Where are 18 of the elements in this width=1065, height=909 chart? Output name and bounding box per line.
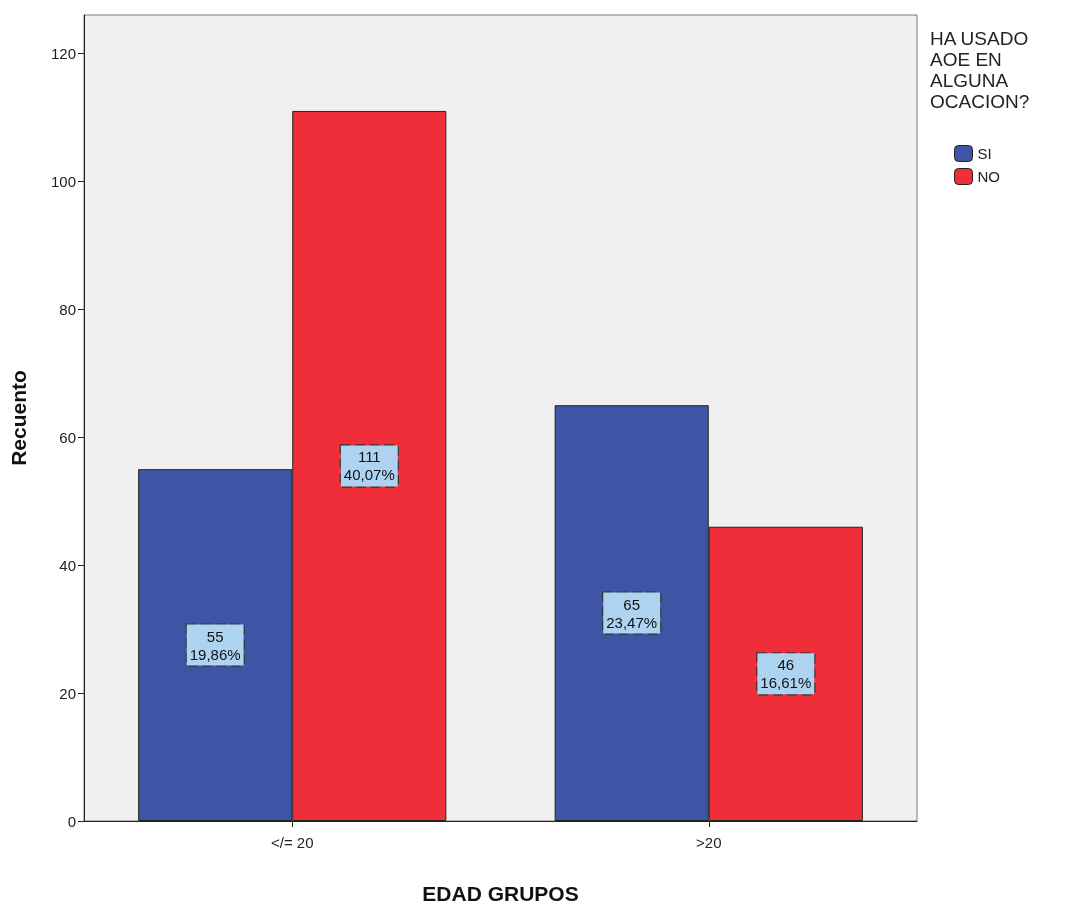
y-axis-title: Recuento — [7, 370, 30, 466]
legend-title: HA USADO AOE EN ALGUNA OCACION? — [930, 28, 1034, 112]
x-tick-label: >20 — [696, 834, 722, 851]
y-tick-label: 20 — [59, 684, 76, 702]
y-tick-label: 0 — [67, 812, 76, 830]
y-tick-label: 120 — [50, 44, 76, 62]
legend-label: SI — [977, 145, 992, 162]
data-label: 55 19,86% — [189, 627, 241, 663]
data-label: 111 40,07% — [343, 448, 395, 484]
data-label: 46 16,61% — [760, 656, 812, 692]
data-label: 65 23,47% — [606, 595, 658, 631]
legend-label: NO — [977, 168, 1000, 185]
x-tick-label: </= 20 — [270, 834, 314, 851]
x-axis-title: EDAD GRUPOS — [422, 882, 579, 905]
y-tick-label: 60 — [59, 428, 76, 446]
y-tick-label: 100 — [50, 172, 76, 190]
y-tick-label: 80 — [59, 300, 76, 318]
y-tick-label: 40 — [59, 556, 76, 574]
